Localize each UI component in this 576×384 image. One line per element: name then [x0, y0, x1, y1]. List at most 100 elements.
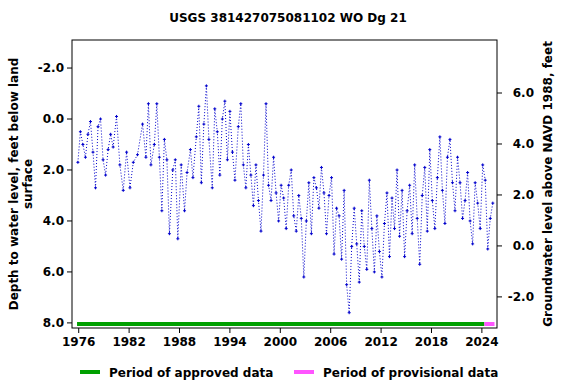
data-point — [345, 283, 348, 286]
data-point — [107, 148, 110, 151]
x-tick — [78, 328, 79, 333]
data-point — [441, 189, 444, 192]
y2-tick-label: 0.0 — [513, 239, 534, 253]
legend-label: Period of provisional data — [323, 366, 498, 380]
data-point — [385, 191, 388, 194]
data-point — [158, 156, 161, 159]
data-point — [411, 232, 414, 235]
x-tick-label: 1994 — [213, 335, 246, 349]
data-point — [122, 189, 125, 192]
x-tick — [481, 328, 482, 333]
y-tick — [67, 119, 72, 120]
data-point — [125, 151, 128, 154]
data-point — [218, 174, 221, 177]
data-point — [310, 232, 313, 235]
data-point — [76, 161, 79, 164]
data-point — [320, 166, 323, 169]
data-point — [312, 176, 315, 179]
x-tick — [229, 328, 230, 333]
data-point — [197, 105, 200, 108]
data-point — [360, 209, 363, 212]
data-point — [91, 151, 94, 154]
data-point — [491, 202, 494, 205]
data-point — [307, 181, 310, 184]
data-point — [489, 217, 492, 220]
x-tick-label: 1976 — [62, 335, 95, 349]
data-point — [84, 156, 87, 159]
x-tick-label: 1988 — [163, 335, 196, 349]
data-point — [328, 194, 331, 197]
x-tick-label: 2012 — [364, 335, 397, 349]
data-point — [421, 194, 424, 197]
x-tick-label: 2018 — [415, 335, 448, 349]
data-point — [247, 143, 250, 146]
data-point — [368, 179, 371, 182]
x-tick-label: 2006 — [314, 335, 347, 349]
data-point — [378, 250, 381, 253]
data-point — [333, 253, 336, 256]
data-point — [297, 194, 300, 197]
series-line — [78, 86, 493, 313]
y-tick-label: 4.0 — [43, 214, 64, 228]
data-point — [486, 247, 489, 250]
data-point — [147, 102, 150, 105]
data-point — [207, 138, 210, 141]
data-point — [287, 184, 290, 187]
data-point — [153, 143, 156, 146]
y-tick-label: 2.0 — [43, 163, 64, 177]
data-point — [216, 130, 219, 133]
data-point — [109, 133, 112, 136]
data-point — [102, 158, 105, 161]
data-point — [141, 123, 144, 126]
x-tick-label: 1982 — [112, 335, 145, 349]
data-point — [396, 168, 399, 171]
data-point — [176, 237, 179, 240]
data-point — [391, 197, 394, 200]
data-point — [388, 255, 391, 258]
data-point — [191, 176, 194, 179]
data-point — [426, 230, 429, 233]
data-point — [343, 189, 346, 192]
data-point — [174, 158, 177, 161]
data-point — [448, 138, 451, 141]
data-point — [112, 146, 115, 149]
data-point — [380, 276, 383, 279]
data-point — [363, 245, 366, 248]
data-point — [99, 118, 102, 121]
data-point — [89, 120, 92, 123]
y-axis-label: Depth to water level, feet below landsur… — [7, 58, 35, 311]
data-point — [213, 107, 216, 110]
y2-tick-label: -2.0 — [508, 290, 534, 304]
legend-swatch — [80, 370, 100, 374]
data-point — [375, 214, 378, 217]
data-point — [180, 163, 183, 166]
data-point — [322, 191, 325, 194]
data-point — [277, 219, 280, 222]
data-point — [262, 174, 265, 177]
data-point — [86, 133, 89, 136]
y-tick — [67, 220, 72, 221]
data-point — [438, 135, 441, 138]
data-point — [295, 230, 298, 233]
data-point — [189, 148, 192, 151]
data-point — [282, 197, 285, 200]
y-tick-label: 6.0 — [43, 265, 64, 279]
data-point — [249, 174, 252, 177]
y-tick-label: 0.0 — [43, 112, 64, 126]
data-point — [165, 158, 168, 161]
data-point — [211, 186, 214, 189]
data-point — [365, 268, 368, 271]
data-point — [461, 217, 464, 220]
data-point — [481, 163, 484, 166]
data-point — [183, 209, 186, 212]
y-tick — [67, 271, 72, 272]
data-point — [132, 161, 135, 164]
y2-tick — [497, 143, 502, 144]
data-point — [423, 166, 426, 169]
data-point — [348, 311, 351, 314]
data-point — [252, 204, 255, 207]
data-point — [267, 184, 270, 187]
data-point — [393, 227, 396, 230]
data-point — [469, 219, 472, 222]
data-point — [200, 181, 203, 184]
